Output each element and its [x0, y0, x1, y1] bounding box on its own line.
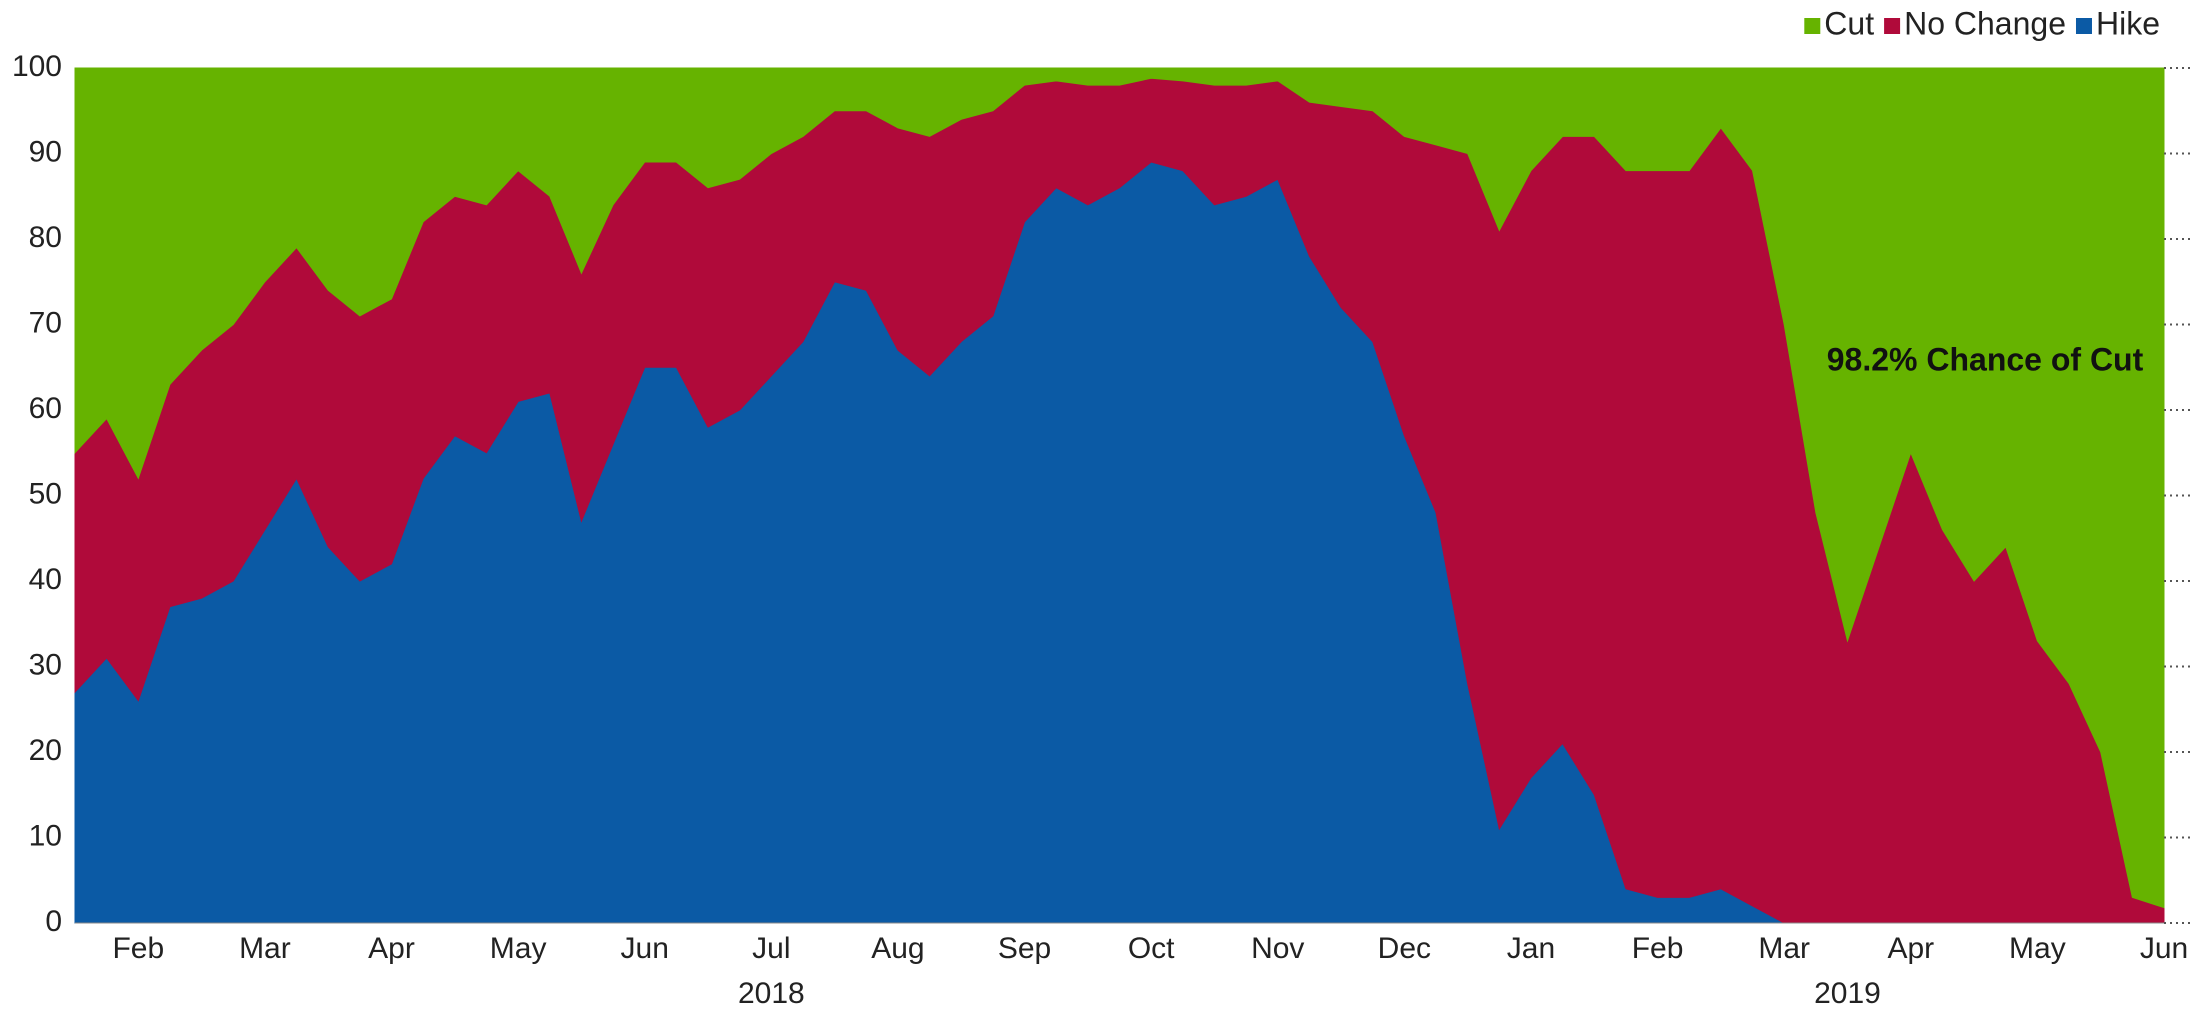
x-tick-label: Mar — [1758, 932, 1810, 965]
y-tick-label: 20 — [29, 734, 62, 767]
legend-swatch — [2075, 18, 2092, 34]
x-tick-label: Dec — [1378, 932, 1431, 965]
x-tick-label: Jul — [752, 932, 790, 965]
x-tick-label: Oct — [1128, 932, 1175, 965]
y-tick-label: 60 — [29, 392, 62, 425]
y-tick-label: 30 — [29, 648, 62, 681]
x-tick-label: May — [2009, 932, 2066, 965]
y-tick-label: 100 — [12, 50, 62, 83]
legend-label: Cut — [1824, 5, 1874, 41]
annotation: 98.2% Chance of Cut — [1827, 341, 2144, 377]
y-tick-label: 80 — [29, 221, 62, 254]
legend-label: No Change — [1904, 5, 2066, 41]
x-group-label: 2019 — [1814, 977, 1881, 1009]
y-tick-label: 10 — [29, 819, 62, 852]
x-tick-label: Aug — [871, 932, 924, 965]
y-tick-label: 50 — [29, 477, 62, 510]
x-tick-label: Feb — [1632, 932, 1684, 965]
x-tick-label: Sep — [998, 932, 1051, 965]
y-tick-label: 0 — [45, 905, 62, 938]
y-tick-label: 90 — [29, 135, 62, 168]
x-tick-label: Feb — [112, 932, 164, 965]
legend-label: Hike — [2096, 5, 2160, 41]
x-tick-label: Apr — [368, 932, 415, 965]
x-tick-label: May — [490, 932, 547, 965]
area — [74, 67, 2165, 909]
x-tick-label: Nov — [1251, 932, 1304, 965]
legend-swatch — [1804, 18, 1821, 34]
x-tick-label: Jan — [1507, 932, 1555, 965]
legend-swatch — [1884, 18, 1901, 34]
x-tick-label: Apr — [1887, 932, 1934, 965]
x-tick-label: Jun — [621, 932, 669, 965]
y-tick-label: 40 — [29, 563, 62, 596]
x-tick-label: Mar — [239, 932, 291, 965]
x-tick-label: Jun — [2140, 932, 2188, 965]
x-group-label: 2018 — [738, 977, 805, 1009]
y-tick-label: 70 — [29, 306, 62, 339]
